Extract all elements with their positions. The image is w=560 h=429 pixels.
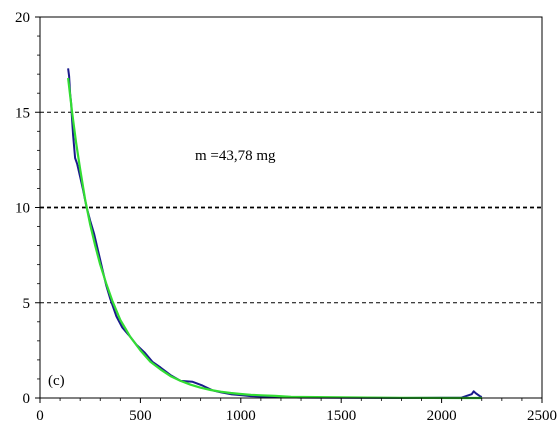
x-tick-label-1500: 1500 (326, 408, 356, 424)
series-line-1 (67, 77, 482, 400)
x-tick-label-1000: 1000 (226, 408, 256, 424)
panel-label: (c) (48, 373, 65, 389)
y-tick-label-20: 20 (15, 10, 30, 26)
y-tick-label-10: 10 (15, 201, 30, 217)
plot-area (40, 17, 542, 398)
axes: 0 5 10 15 20 0 500 1000 1500 2000 2500 (15, 10, 557, 424)
y-tick-label-15: 15 (15, 105, 30, 121)
x-tick-label-2000: 2000 (427, 408, 457, 424)
x-tick-label-2500: 2500 (527, 408, 557, 424)
mass-annotation: m =43,78 mg (195, 148, 276, 164)
y-tick-label-0: 0 (23, 391, 31, 407)
y-tick-label-5: 5 (23, 296, 31, 312)
x-tick-label-500: 500 (129, 408, 152, 424)
x-tick-label-0: 0 (36, 408, 44, 424)
